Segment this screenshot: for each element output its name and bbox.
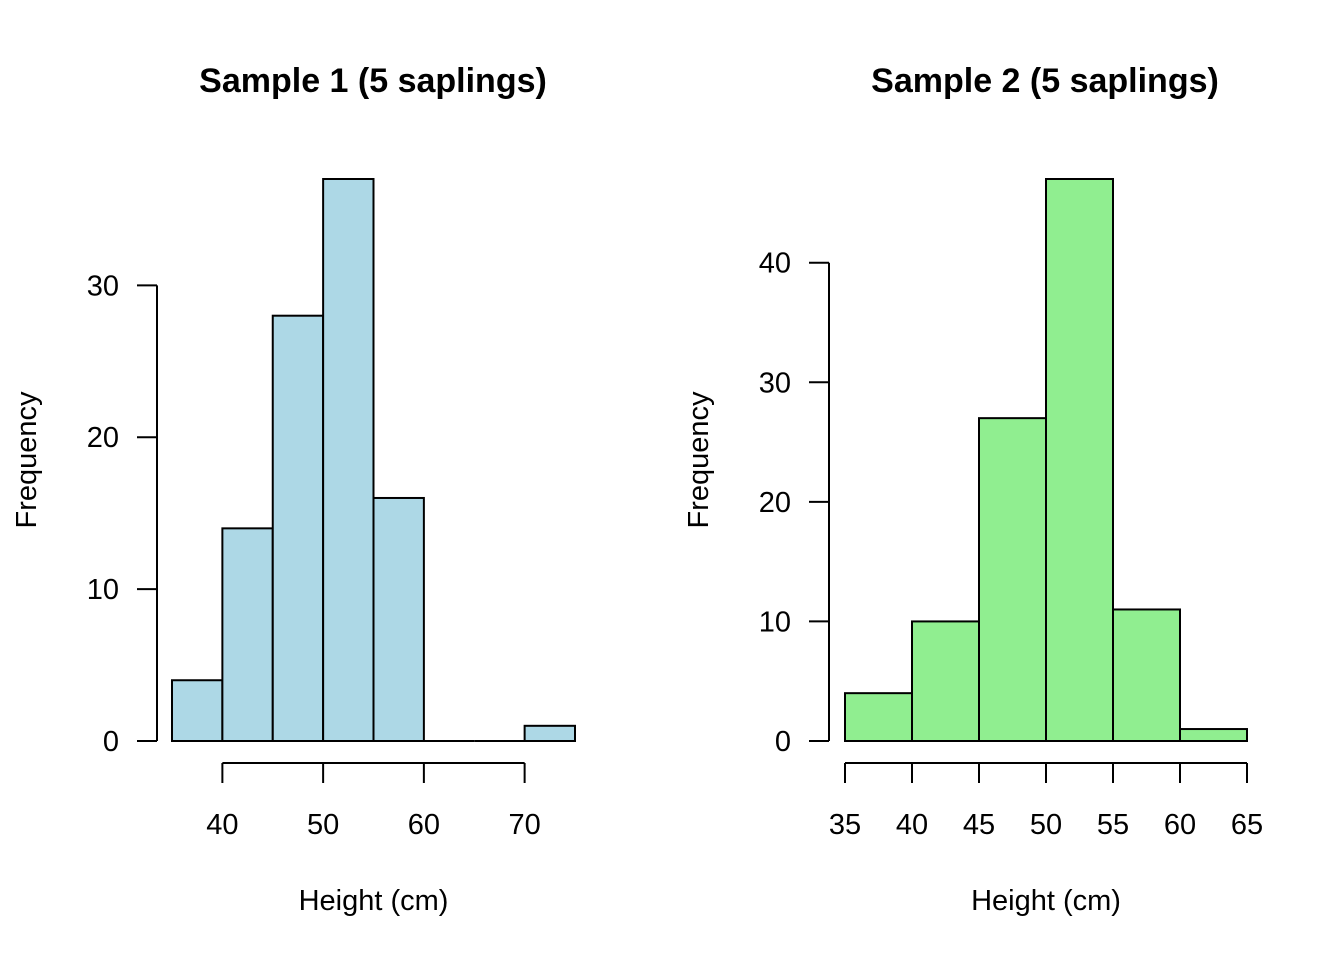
chart-title: Sample 1 (5 saplings) (199, 62, 547, 100)
x-tick-label: 65 (1231, 809, 1263, 841)
x-tick-label: 35 (829, 809, 861, 841)
histogram-bar (844, 692, 913, 743)
histogram-panel-sample-1: Sample 1 (5 saplings) Height (cm) Freque… (11, 62, 576, 917)
y-tick-label: 0 (103, 726, 119, 758)
histogram-bar (978, 417, 1047, 742)
y-tick-label: 10 (759, 606, 791, 638)
x-tick-label: 50 (307, 809, 339, 841)
histogram-bar (171, 679, 224, 742)
x-tick-label: 70 (508, 809, 540, 841)
y-tick-label: 40 (759, 248, 791, 280)
histogram-bar (911, 620, 980, 743)
histogram-bar (221, 527, 274, 743)
bars-group (171, 178, 576, 743)
x-tick-label: 55 (1097, 809, 1129, 841)
y-tick-label: 0 (775, 726, 791, 758)
x-tick-label: 50 (1030, 809, 1062, 841)
y-tick-label: 30 (87, 270, 119, 302)
chart-title: Sample 2 (5 saplings) (871, 62, 1219, 100)
histogram-bar (271, 314, 325, 742)
y-tick-label: 10 (87, 574, 119, 606)
histogram-bar (372, 496, 425, 742)
y-axis: 0 10 20 30 40 (759, 248, 830, 758)
histogram-bar (523, 724, 576, 742)
histogram-bar (1045, 178, 1114, 742)
histogram-bar (322, 178, 375, 742)
x-axis: 35 40 45 50 55 60 65 (829, 762, 1263, 841)
x-axis-label: Height (cm) (299, 885, 449, 917)
y-axis-label: Frequency (683, 391, 715, 529)
histogram-panel-sample-2: Sample 2 (5 saplings) Height (cm) Freque… (683, 62, 1263, 917)
x-axis: 40 50 60 70 (206, 762, 541, 841)
x-tick-label: 45 (963, 809, 995, 841)
x-tick-label: 60 (1164, 809, 1196, 841)
y-tick-label: 30 (759, 367, 791, 399)
y-axis-label: Frequency (11, 391, 43, 529)
y-tick-label: 20 (759, 487, 791, 519)
x-tick-label: 60 (408, 809, 440, 841)
x-axis-label: Height (cm) (971, 885, 1121, 917)
bars-group (844, 178, 1248, 743)
y-axis: 0 10 20 30 (87, 270, 158, 758)
x-tick-label: 40 (206, 809, 238, 841)
histogram-bar (1179, 728, 1248, 742)
histogram-bar (1112, 608, 1181, 742)
y-tick-label: 20 (87, 422, 119, 454)
x-tick-label: 40 (896, 809, 928, 841)
